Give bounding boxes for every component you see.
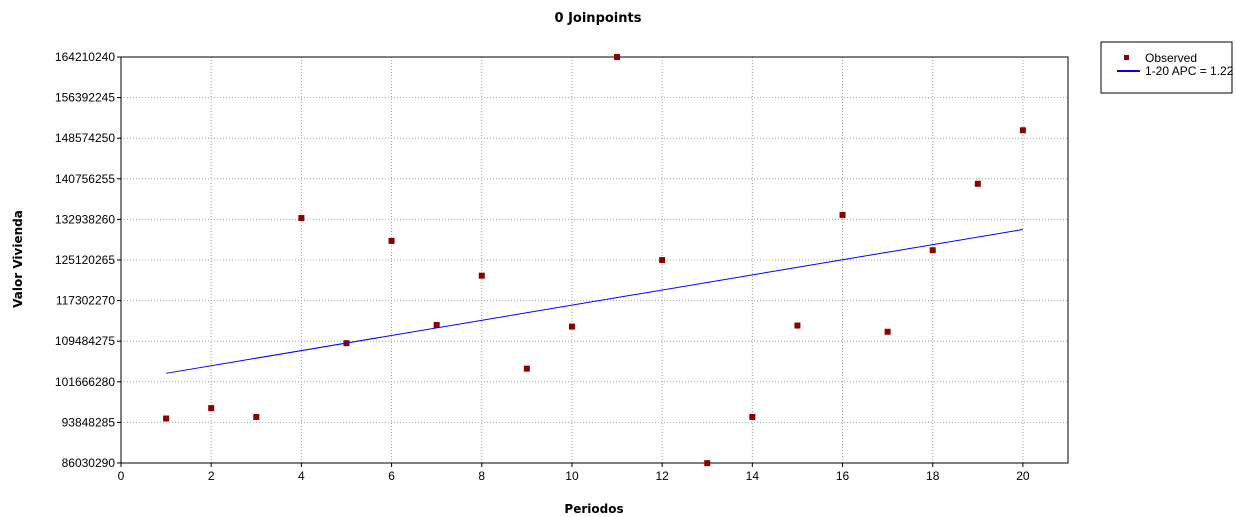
- observed-point: [704, 460, 711, 467]
- y-tick-label: 109484275: [55, 334, 115, 348]
- observed-point: [388, 237, 395, 244]
- fit-line: [166, 228, 1023, 374]
- y-tick-label: 164210240: [55, 50, 115, 64]
- legend-box: [1100, 41, 1233, 94]
- y-axis-title: Valor Vivienda: [11, 210, 25, 308]
- observed-point: [659, 257, 666, 264]
- x-tick-label: 2: [208, 469, 215, 483]
- observed-point: [974, 180, 981, 187]
- x-tick-label: 12: [655, 469, 669, 483]
- x-tick-label: 4: [298, 469, 305, 483]
- axis-ticks: 0 2 4 6 8 10 12 14 16 18 20 86030290 93848285 1016662…: [55, 50, 1030, 483]
- observed-point: [523, 365, 530, 372]
- y-tick-label: 140756255: [55, 172, 115, 186]
- x-tick-label: 8: [478, 469, 485, 483]
- observed-point: [614, 54, 621, 61]
- y-tick-label: 117302270: [56, 294, 116, 308]
- x-tick-label: 16: [836, 469, 850, 483]
- observed-point: [1019, 127, 1026, 134]
- legend-fit-label: 1-20 APC = 1.22: [1145, 64, 1234, 78]
- x-tick-label: 20: [1016, 469, 1030, 483]
- x-tick-label: 18: [926, 469, 940, 483]
- observed-point: [884, 328, 891, 335]
- x-axis-title: Periodos: [564, 502, 623, 516]
- x-tick-label: 10: [565, 469, 579, 483]
- observed-point: [478, 272, 485, 279]
- observed-point: [433, 322, 440, 329]
- x-tick-label: 0: [118, 469, 125, 483]
- y-tick-label: 132938260: [55, 212, 115, 226]
- observed-point: [929, 247, 936, 254]
- x-tick-label: 6: [388, 469, 395, 483]
- observed-point: [298, 215, 305, 222]
- observed-point: [749, 413, 756, 420]
- observed-point: [163, 415, 170, 422]
- observed-point: [208, 405, 215, 412]
- y-tick-label: 93848285: [62, 415, 116, 429]
- x-tick-label: 14: [746, 469, 760, 483]
- chart-title: 0 Joinpoints: [555, 11, 642, 26]
- legend-observed-label: Observed: [1145, 51, 1197, 65]
- grid: [120, 56, 1068, 464]
- observed-point: [568, 323, 575, 330]
- legend: Observed 1-20 APC = 1.22: [1100, 41, 1234, 94]
- observed-point: [794, 322, 801, 329]
- y-tick-label: 125120265: [55, 253, 115, 267]
- y-tick-label: 86030290: [62, 456, 116, 470]
- observed-point: [839, 211, 846, 218]
- observed-point: [253, 413, 260, 420]
- y-tick-label: 156392245: [55, 91, 115, 105]
- y-tick-label: 148574250: [55, 131, 115, 145]
- series: [163, 54, 1026, 467]
- y-tick-label: 101666280: [55, 375, 115, 389]
- legend-observed-marker: [1124, 55, 1129, 60]
